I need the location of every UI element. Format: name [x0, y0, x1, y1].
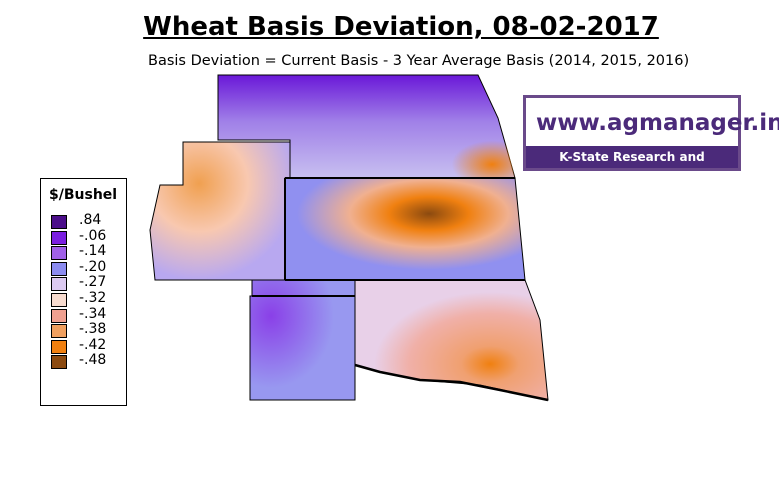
legend-label: -.32: [79, 290, 107, 306]
legend-swatch: [51, 293, 67, 307]
legend-swatch: [51, 308, 67, 323]
legend-swatch: [51, 355, 67, 370]
legend-swatch: [51, 277, 67, 292]
legend: $/Bushel .84 -.06 -.14 -.20 -.27 -.32 -.34 -.38…: [40, 178, 127, 406]
legend-swatch: [51, 324, 67, 339]
legend-label: -.48: [79, 352, 107, 369]
logo: www.agmanager.info K-State Research and …: [523, 95, 779, 186]
region-central: [284, 177, 526, 281]
legend-label: -.06: [79, 227, 107, 244]
logo-subtext: K-State Research and Extension: [526, 146, 738, 186]
legend-swatch: [51, 246, 67, 261]
legend-swatch: [51, 339, 67, 354]
legend-title: $/Bushel: [49, 187, 118, 203]
legend-label: -.42: [79, 336, 107, 353]
region-north-east: [400, 110, 515, 178]
region-panhandle: [249, 279, 356, 401]
legend-label: -.34: [79, 305, 107, 322]
river: [354, 363, 549, 402]
legend-label: -.14: [79, 243, 107, 260]
legend-swatch: [51, 230, 67, 245]
legend-label: .84: [79, 212, 102, 228]
legend-label: -.38: [79, 321, 107, 338]
title: Wheat Basis Deviation, 08-02-2017: [143, 12, 659, 42]
region-west: [149, 141, 291, 281]
subtitle: Basis Deviation = Current Basis - 3 Year…: [148, 53, 690, 69]
legend-swatch: [51, 261, 67, 276]
legend-swatch: [51, 215, 67, 229]
logo-text: www.agmanager.info: [536, 110, 779, 136]
legend-label: -.27: [79, 274, 107, 291]
legend-label: -.20: [79, 258, 107, 275]
